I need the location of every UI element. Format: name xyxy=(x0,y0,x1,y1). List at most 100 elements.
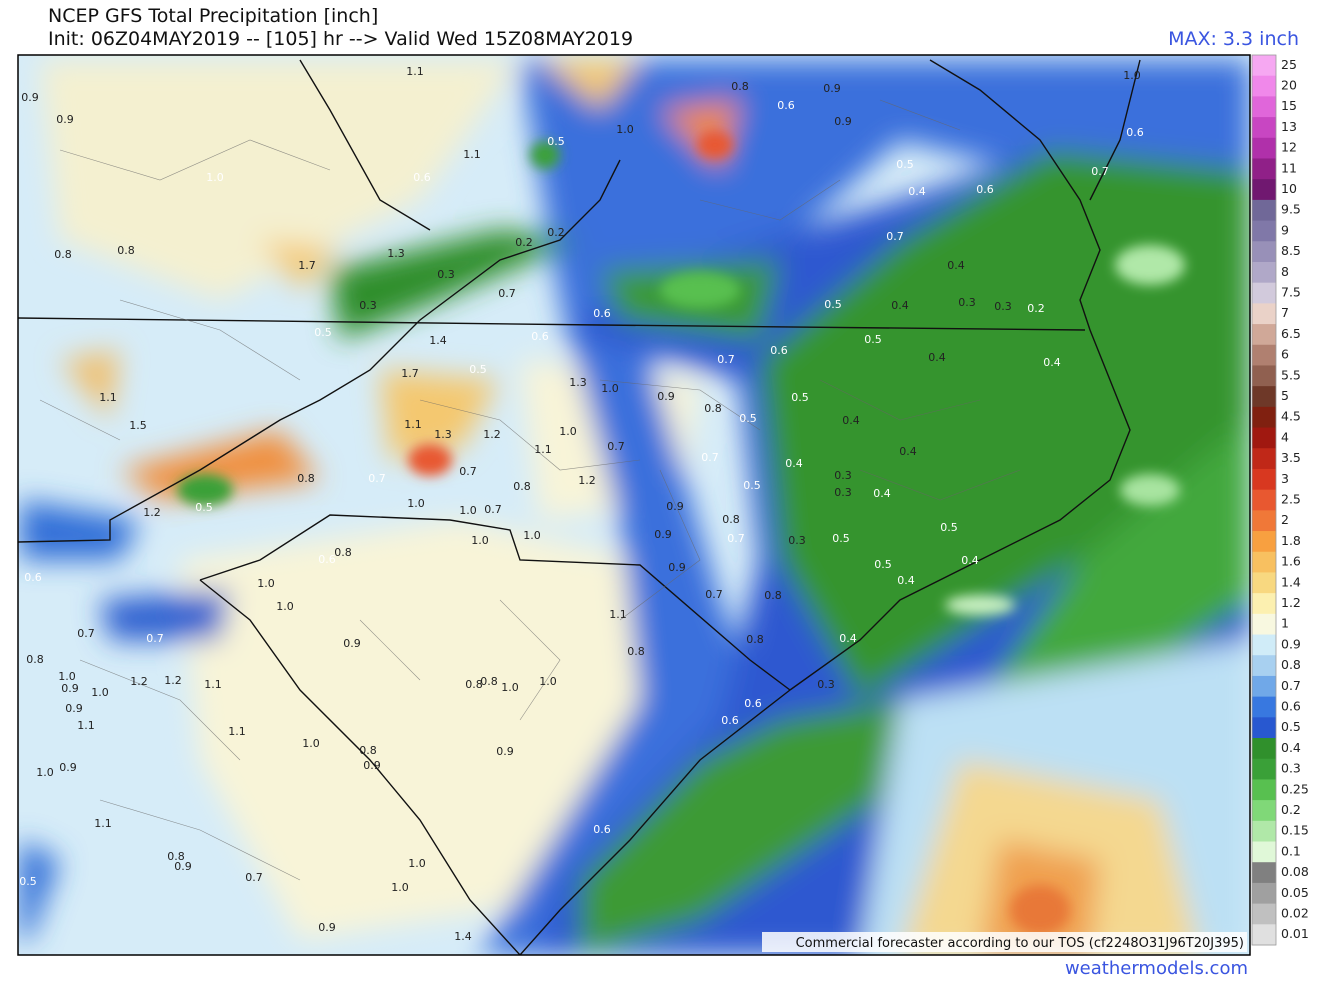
contour-label: 1.0 xyxy=(523,529,541,542)
colorbar-cell xyxy=(1252,75,1276,97)
contour-label: 1.2 xyxy=(130,675,148,688)
contour-label: 1.0 xyxy=(601,382,619,395)
colorbar-cell xyxy=(1252,820,1276,843)
colorbar-label: 1.4 xyxy=(1281,574,1301,589)
contour-label: 0.9 xyxy=(59,761,77,774)
colorbar-cell xyxy=(1252,179,1276,201)
colorbar-cell xyxy=(1252,655,1276,677)
contour-label: 0.6 xyxy=(593,823,611,836)
colorbar-label: 0.15 xyxy=(1281,823,1309,838)
colorbar-label: 11 xyxy=(1281,160,1297,175)
contour-label: 0.5 xyxy=(314,326,332,339)
contour-label: 1.1 xyxy=(94,817,112,830)
contour-label: 1.0 xyxy=(206,171,224,184)
colorbar-label: 0.05 xyxy=(1281,885,1309,900)
colorbar-cell xyxy=(1252,738,1276,760)
contour-label: 0.7 xyxy=(717,353,735,366)
contour-label: 0.6 xyxy=(1126,126,1144,139)
colorbar-label: 25 xyxy=(1281,57,1297,72)
contour-label: 0.8 xyxy=(297,472,315,485)
contour-label: 0.8 xyxy=(704,402,722,415)
max-value: MAX: 3.3 inch xyxy=(1168,28,1299,50)
contour-label: 0.8 xyxy=(167,850,185,863)
colorbar-cell xyxy=(1252,199,1276,222)
contour-label: 0.5 xyxy=(824,298,842,311)
contour-label: 0.9 xyxy=(174,860,192,873)
contour-label: 0.6 xyxy=(777,99,795,112)
colorbar-cell xyxy=(1252,406,1276,429)
contour-label: 0.5 xyxy=(739,412,757,425)
init-line: Init: 06Z04MAY2019 -- [105] hr --> Valid… xyxy=(48,28,633,50)
contour-label: 1.0 xyxy=(501,681,519,694)
contour-label: 0.5 xyxy=(195,501,213,514)
colorbar-label: 0.01 xyxy=(1281,926,1309,941)
contour-label: 0.4 xyxy=(891,299,909,312)
colorbar-cell xyxy=(1252,634,1276,656)
contour-label: 1.3 xyxy=(569,376,587,389)
contour-label: 0.8 xyxy=(627,645,645,658)
colorbar-label: 0.4 xyxy=(1281,740,1301,755)
colorbar-cell xyxy=(1252,717,1276,739)
colorbar-label: 0.6 xyxy=(1281,698,1301,713)
contour-label: 0.6 xyxy=(976,183,994,196)
colorbar-label: 4 xyxy=(1281,429,1289,444)
colorbar-cell xyxy=(1252,282,1276,304)
map-frame xyxy=(17,54,1251,956)
site-link: weathermodels.com xyxy=(1065,958,1248,979)
contour-label: 0.9 xyxy=(65,702,83,715)
contour-label: 0.3 xyxy=(788,534,806,547)
colorbar-cell xyxy=(1252,158,1276,180)
contour-label: 0.5 xyxy=(896,158,914,171)
colorbar-label: 9.5 xyxy=(1281,202,1301,217)
colorbar-cell xyxy=(1252,800,1276,822)
colorbar-cell xyxy=(1252,779,1276,801)
contour-label: 0.2 xyxy=(547,226,565,239)
colorbar-label: 0.7 xyxy=(1281,678,1301,693)
contour-label: 0.2 xyxy=(515,236,533,249)
contour-label: 0.9 xyxy=(823,82,841,95)
colorbar-label: 4.5 xyxy=(1281,409,1301,424)
colorbar-cell xyxy=(1252,882,1276,905)
colorbar-label: 8.5 xyxy=(1281,243,1301,258)
contour-label: 0.7 xyxy=(77,627,95,640)
contour-label: 0.6 xyxy=(721,714,739,727)
contour-label: 0.5 xyxy=(940,521,958,534)
tos-bg xyxy=(762,932,1247,952)
contour-label: 0.4 xyxy=(785,457,803,470)
colorbar-cell xyxy=(1252,675,1276,698)
contour-label: 1.3 xyxy=(434,428,452,441)
contour-label: 1.0 xyxy=(58,670,76,683)
contour-label: 0.8 xyxy=(513,480,531,493)
contour-label: 0.9 xyxy=(666,500,684,513)
colorbar-label: 3.5 xyxy=(1281,450,1301,465)
contour-label: 1.1 xyxy=(77,719,95,732)
colorbar-cell xyxy=(1252,448,1276,470)
colorbar-cell xyxy=(1252,117,1276,139)
colorbar-cell xyxy=(1252,924,1276,946)
contour-label: 0.9 xyxy=(318,921,336,934)
contour-label: 0.9 xyxy=(657,390,675,403)
contour-label: 1.1 xyxy=(534,443,552,456)
title: NCEP GFS Total Precipitation [inch] xyxy=(48,5,378,27)
colorbar-label: 0.8 xyxy=(1281,657,1301,672)
contour-label: 0.9 xyxy=(654,528,672,541)
colorbar-cell xyxy=(1252,324,1276,346)
contour-label: 0.3 xyxy=(834,469,852,482)
colorbar-label: 13 xyxy=(1281,119,1297,134)
contour-label: 0.5 xyxy=(791,391,809,404)
contour-label: 0.5 xyxy=(743,479,761,492)
contour-labels: 1.1 0.9 0.9 1.0 0.6 1.1 0.5 1.0 0.8 0.6 0.9 0.9 0.5 0… xyxy=(19,65,1144,943)
contour-label: 0.4 xyxy=(928,351,946,364)
contour-label: 0.6 xyxy=(770,344,788,357)
colorbar-label: 7 xyxy=(1281,305,1289,320)
colorbar-label: 1 xyxy=(1281,616,1289,631)
colorbar-label: 0.2 xyxy=(1281,802,1301,817)
colorbar-label: 0.1 xyxy=(1281,843,1301,858)
contour-label: 0.2 xyxy=(1027,302,1045,315)
contour-label: 0.8 xyxy=(26,653,44,666)
contour-label: 1.2 xyxy=(483,428,501,441)
contour-label: 0.4 xyxy=(897,574,915,587)
contour-label: 1.0 xyxy=(276,600,294,613)
contour-label: 1.1 xyxy=(463,148,481,161)
